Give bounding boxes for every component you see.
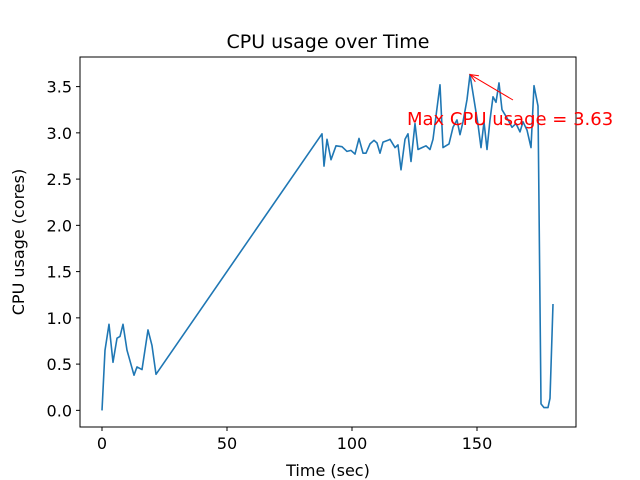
y-tick-label: 2.5 — [47, 170, 72, 189]
y-axis-label: CPU usage (cores) — [9, 169, 28, 315]
y-tick-label: 0.0 — [47, 401, 72, 420]
y-tick-label: 3.5 — [47, 78, 72, 97]
y-tick-label: 1.5 — [47, 263, 72, 282]
y-tick-label: 1.0 — [47, 309, 72, 328]
max-cpu-annotation: Max CPU usage = 3.63 — [407, 109, 613, 130]
x-tick-label: 50 — [217, 434, 237, 453]
x-axis-label: Time (sec) — [285, 461, 370, 480]
chart-title: CPU usage over Time — [227, 31, 430, 53]
y-tick-label: 3.0 — [47, 124, 72, 143]
y-tick-label: 0.5 — [47, 355, 72, 374]
x-tick-label: 150 — [462, 434, 493, 453]
annotation-arrow — [469, 74, 514, 101]
cpu-usage-line — [101, 73, 554, 411]
axes-frame — [79, 56, 577, 428]
y-tick-label: 2.0 — [47, 216, 72, 235]
x-tick-label: 0 — [97, 434, 107, 453]
x-tick-label: 100 — [337, 434, 368, 453]
annotation-arrowhead — [468, 73, 479, 83]
